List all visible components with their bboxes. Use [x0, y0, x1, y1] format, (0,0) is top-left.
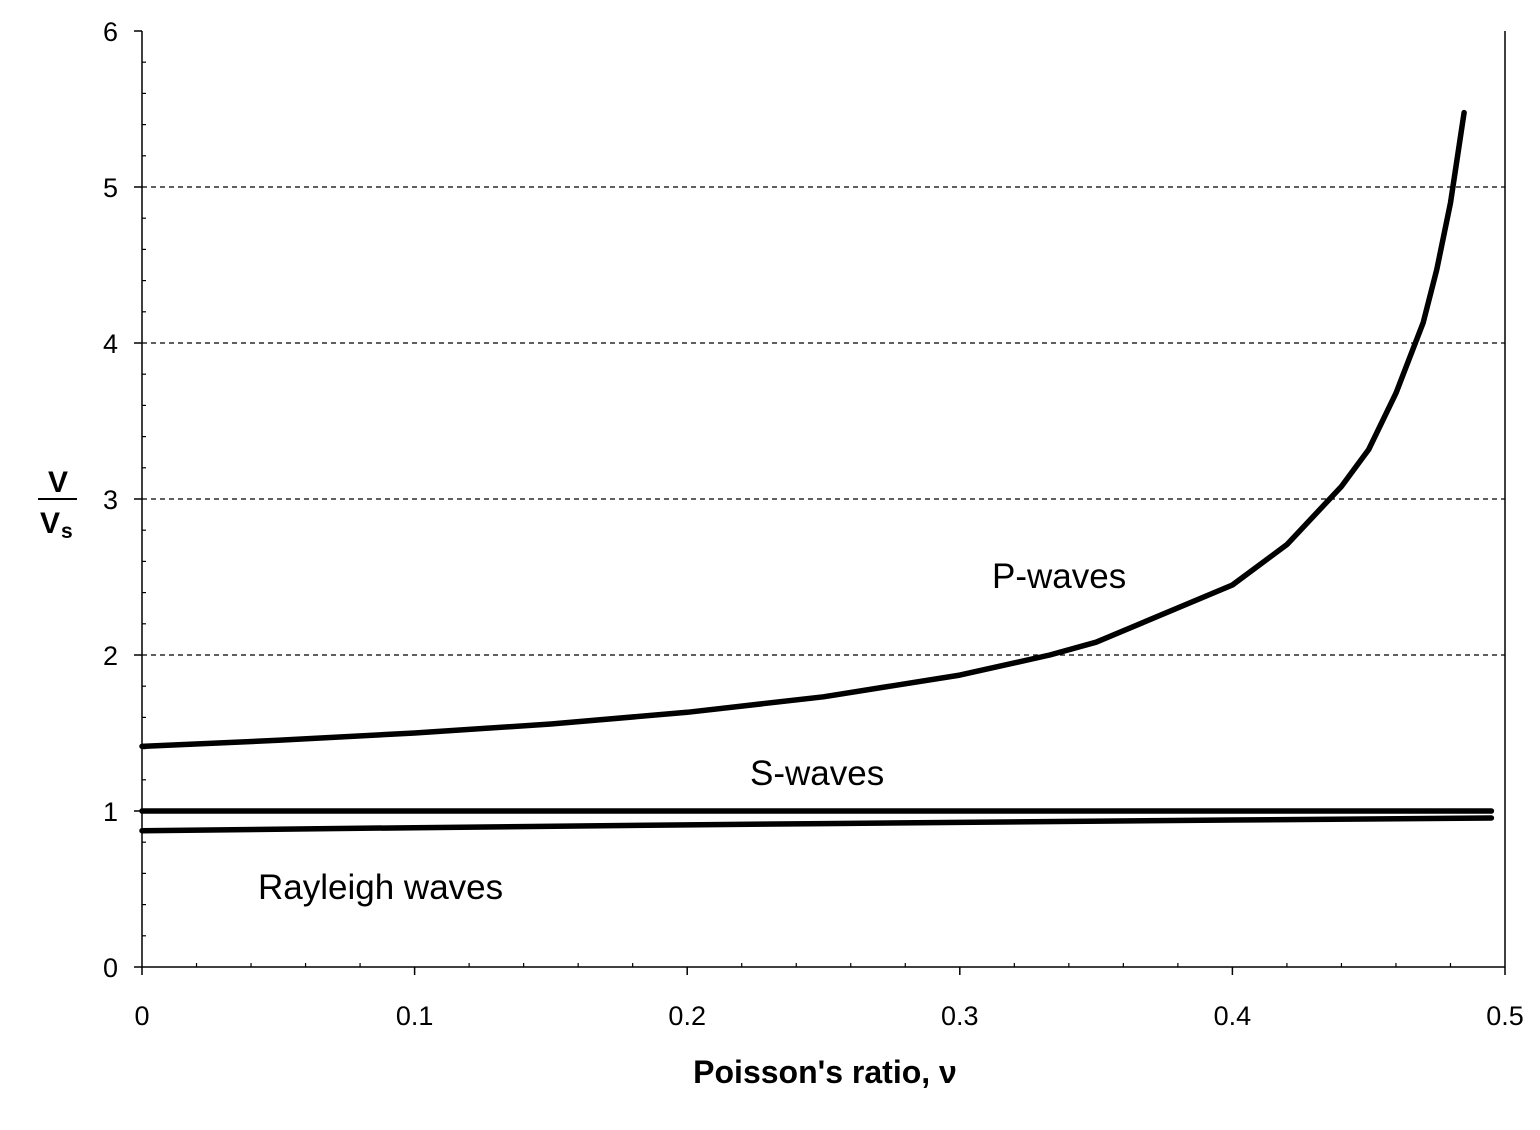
x-tick-label: 0.5: [1486, 1001, 1524, 1031]
gridlines: [142, 186, 1505, 656]
y-tick-label: 2: [103, 641, 118, 671]
y-tick-label: 0: [103, 953, 118, 983]
y-tick-label: 6: [103, 17, 118, 47]
y-title-denominator: Vs: [40, 507, 73, 543]
y-tick-label: 4: [103, 329, 118, 359]
y-tick-label: 3: [103, 485, 118, 515]
x-tick-label: 0.2: [668, 1001, 706, 1031]
x-tick-label: 0.4: [1214, 1001, 1252, 1031]
series-line-rayleigh-waves: [139, 815, 1495, 834]
x-axis-title: Poisson's ratio, ν: [693, 1054, 957, 1090]
y-tick-label: 5: [103, 173, 118, 203]
y-title-numerator: V: [48, 466, 68, 499]
y-axis-title: V Vs: [38, 466, 77, 543]
series-label-p-waves: P-waves: [992, 557, 1126, 596]
y-tick-label: 1: [103, 797, 118, 827]
series-lines: [139, 109, 1495, 834]
series-label-s-waves: S-waves: [750, 754, 884, 793]
series-label-rayleigh-waves: Rayleigh waves: [258, 868, 503, 907]
x-tick-label: 0.1: [396, 1001, 434, 1031]
series-line-p-waves: [139, 109, 1467, 750]
x-tick-label: 0.3: [941, 1001, 979, 1031]
x-tick-label: 0: [134, 1001, 149, 1031]
axis-ticks: 0 1 2 3 4 5 6 0 0.1 0.2 0.3 0.4 0.5: [103, 17, 1524, 1031]
